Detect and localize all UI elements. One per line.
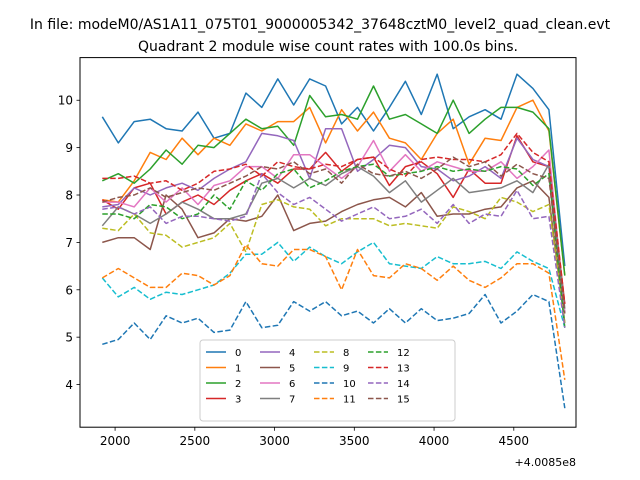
legend-label-1: 1 (235, 364, 241, 375)
series-line-9 (101, 241, 566, 328)
legend-label-11: 11 (343, 395, 356, 406)
y-tick-label: 5 (65, 331, 73, 345)
x-tick-label: 4500 (499, 434, 530, 448)
legend-label-15: 15 (397, 395, 410, 406)
y-tick-label: 10 (58, 94, 73, 108)
series-line-8 (102, 196, 566, 324)
legend-box (199, 339, 456, 422)
series-line-15 (102, 156, 566, 314)
y-tick-label: 6 (65, 283, 73, 297)
legend-label-13: 13 (397, 364, 410, 375)
legend-label-8: 8 (343, 348, 349, 359)
y-tick-label: 7 (65, 236, 73, 250)
y-tick-label: 4 (65, 378, 73, 392)
legend-label-2: 2 (235, 379, 241, 390)
series-line-1 (102, 99, 566, 276)
x-tick-label: 3500 (339, 434, 370, 448)
series-line-6 (102, 139, 566, 314)
series-line-2 (101, 85, 566, 276)
series-line-11 (101, 244, 566, 380)
chart-suptitle: In file: modeM0/AS1A11_075T01_9000005342… (30, 17, 611, 33)
legend-label-5: 5 (289, 364, 295, 375)
legend-label-0: 0 (235, 348, 241, 359)
series-line-4 (102, 127, 566, 314)
series-line-0 (101, 73, 566, 267)
series-lines (101, 73, 566, 409)
legend-label-6: 6 (289, 379, 295, 390)
axes-frame (79, 57, 577, 428)
legend-label-7: 7 (289, 395, 295, 406)
series-line-7 (101, 163, 566, 309)
x-tick-label: 3000 (259, 434, 290, 448)
legend-label-3: 3 (235, 395, 241, 406)
legend-label-12: 12 (397, 348, 410, 359)
legend-label-10: 10 (343, 379, 356, 390)
series-line-12 (102, 163, 566, 328)
y-tick-label: 9 (65, 141, 73, 155)
x-tick-label: 2500 (180, 434, 211, 448)
series-line-5 (102, 180, 566, 324)
series-line-13 (102, 132, 566, 305)
x-tick-label: 4000 (419, 434, 450, 448)
chart-title: Quadrant 2 module wise count rates with … (138, 39, 518, 55)
x-offset-text: +4.0085e8 (515, 456, 576, 469)
y-tick-label: 8 (65, 189, 73, 203)
series-line-14 (102, 172, 566, 328)
legend-label-9: 9 (343, 364, 349, 375)
legend-label-14: 14 (397, 379, 410, 390)
x-tick-label: 2000 (100, 434, 131, 448)
series-line-10 (102, 293, 566, 409)
legend-label-4: 4 (289, 348, 295, 359)
